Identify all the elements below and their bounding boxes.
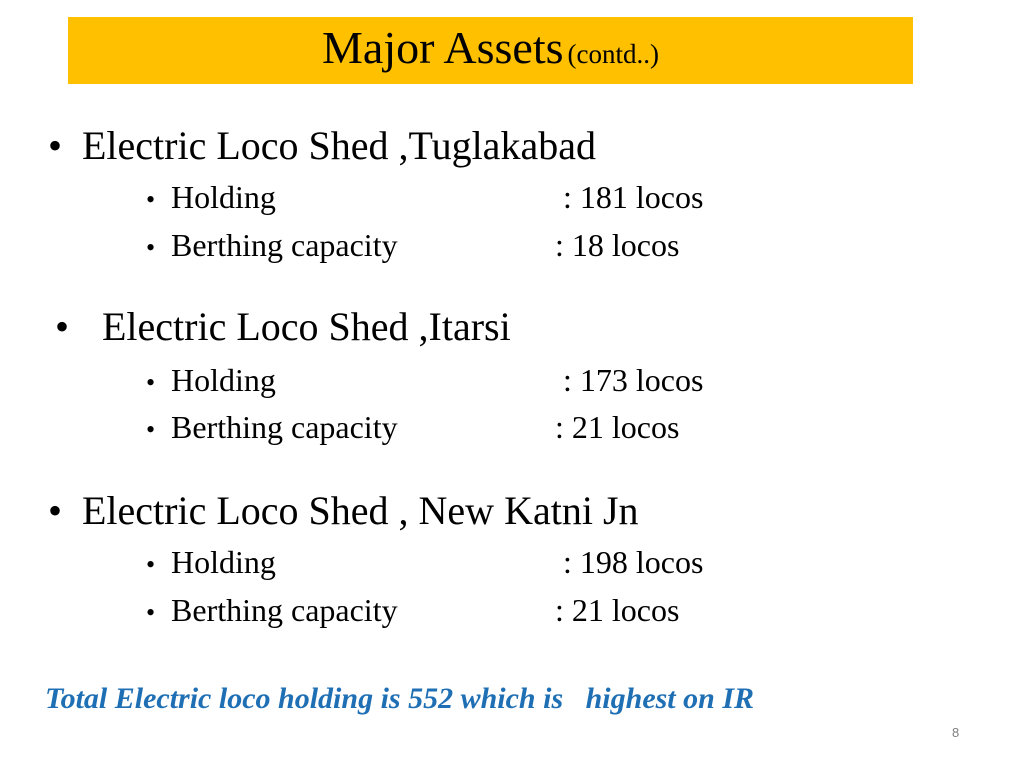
item-label: Holding [171,544,276,580]
shed-name: Electric Loco Shed ,Tuglakabad [82,123,596,168]
list-item: • Holding : 198 locos [146,542,703,585]
title-banner: Major Assets (contd..) [68,17,913,84]
list-item: • Holding : 173 locos [146,360,703,403]
item-value: : 21 locos [555,409,680,445]
page-number: 8 [952,725,960,740]
slide-title-suffix: (contd..) [567,39,659,69]
list-item: • Berthing capacity : 21 locos [146,407,679,450]
item-label: Holding [171,362,276,398]
bullet-icon: • [55,304,70,349]
item-value: : 21 locos [555,592,680,628]
bullet-icon: • [48,488,63,533]
slide-title: Major Assets [322,22,564,73]
bullet-icon: • [48,123,63,168]
item-value: : 18 locos [555,227,680,263]
list-item: • Holding : 181 locos [146,177,703,220]
list-item: • Berthing capacity : 21 locos [146,590,679,633]
sub-bullet-icon: • [146,233,156,262]
item-label: Berthing capacity [171,592,398,628]
item-label: Berthing capacity [171,409,398,445]
sub-bullet-icon: • [146,368,156,397]
sub-bullet-icon: • [146,550,156,579]
shed-heading: • Electric Loco Shed ,Tuglakabad [48,122,596,170]
sub-bullet-icon: • [146,598,156,627]
item-value: : 181 locos [563,179,704,215]
sub-bullet-icon: • [146,415,156,444]
sub-bullet-icon: • [146,185,156,214]
item-label: Berthing capacity [171,227,398,263]
item-value: : 173 locos [563,362,704,398]
item-label: Holding [171,179,276,215]
item-value: : 198 locos [563,544,704,580]
list-item: • Berthing capacity : 18 locos [146,225,679,268]
shed-heading: • Electric Loco Shed ,Itarsi [55,303,511,351]
shed-heading: • Electric Loco Shed , New Katni Jn [48,487,639,535]
shed-name: Electric Loco Shed ,Itarsi [102,304,511,349]
total-holding-note: Total Electric loco holding is 552 which… [45,682,755,715]
shed-name: Electric Loco Shed , New Katni Jn [82,488,639,533]
